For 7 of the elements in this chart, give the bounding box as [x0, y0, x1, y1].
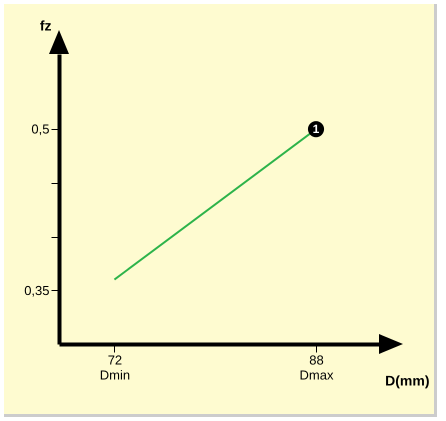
x-axis-title: D(mm)	[385, 372, 430, 388]
y-axis-title: fz	[40, 18, 52, 34]
x-tick-label: 88 Dmax	[300, 352, 334, 382]
annotation: 1	[312, 122, 320, 136]
y-tick-label: 0,5	[31, 122, 50, 137]
y-tick-label: 0,35	[24, 282, 50, 298]
x-tick-label: 72 Dmin	[100, 352, 130, 382]
